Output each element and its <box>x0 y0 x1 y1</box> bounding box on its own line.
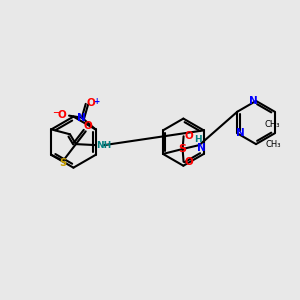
Text: CH₃: CH₃ <box>265 120 280 129</box>
Text: N: N <box>236 128 244 138</box>
Text: O: O <box>86 98 95 108</box>
Text: O: O <box>184 131 193 141</box>
Text: −: − <box>52 108 59 117</box>
Text: +: + <box>93 98 100 106</box>
Text: NH: NH <box>97 141 112 150</box>
Text: S: S <box>60 158 67 168</box>
Text: O: O <box>83 122 92 131</box>
Text: S: S <box>178 144 187 154</box>
Text: O: O <box>58 110 67 120</box>
Text: CH₃: CH₃ <box>266 140 281 148</box>
Text: O: O <box>184 157 193 167</box>
Text: N: N <box>249 96 257 106</box>
Text: N: N <box>197 143 206 153</box>
Text: N: N <box>77 112 86 123</box>
Text: H: H <box>194 135 202 144</box>
